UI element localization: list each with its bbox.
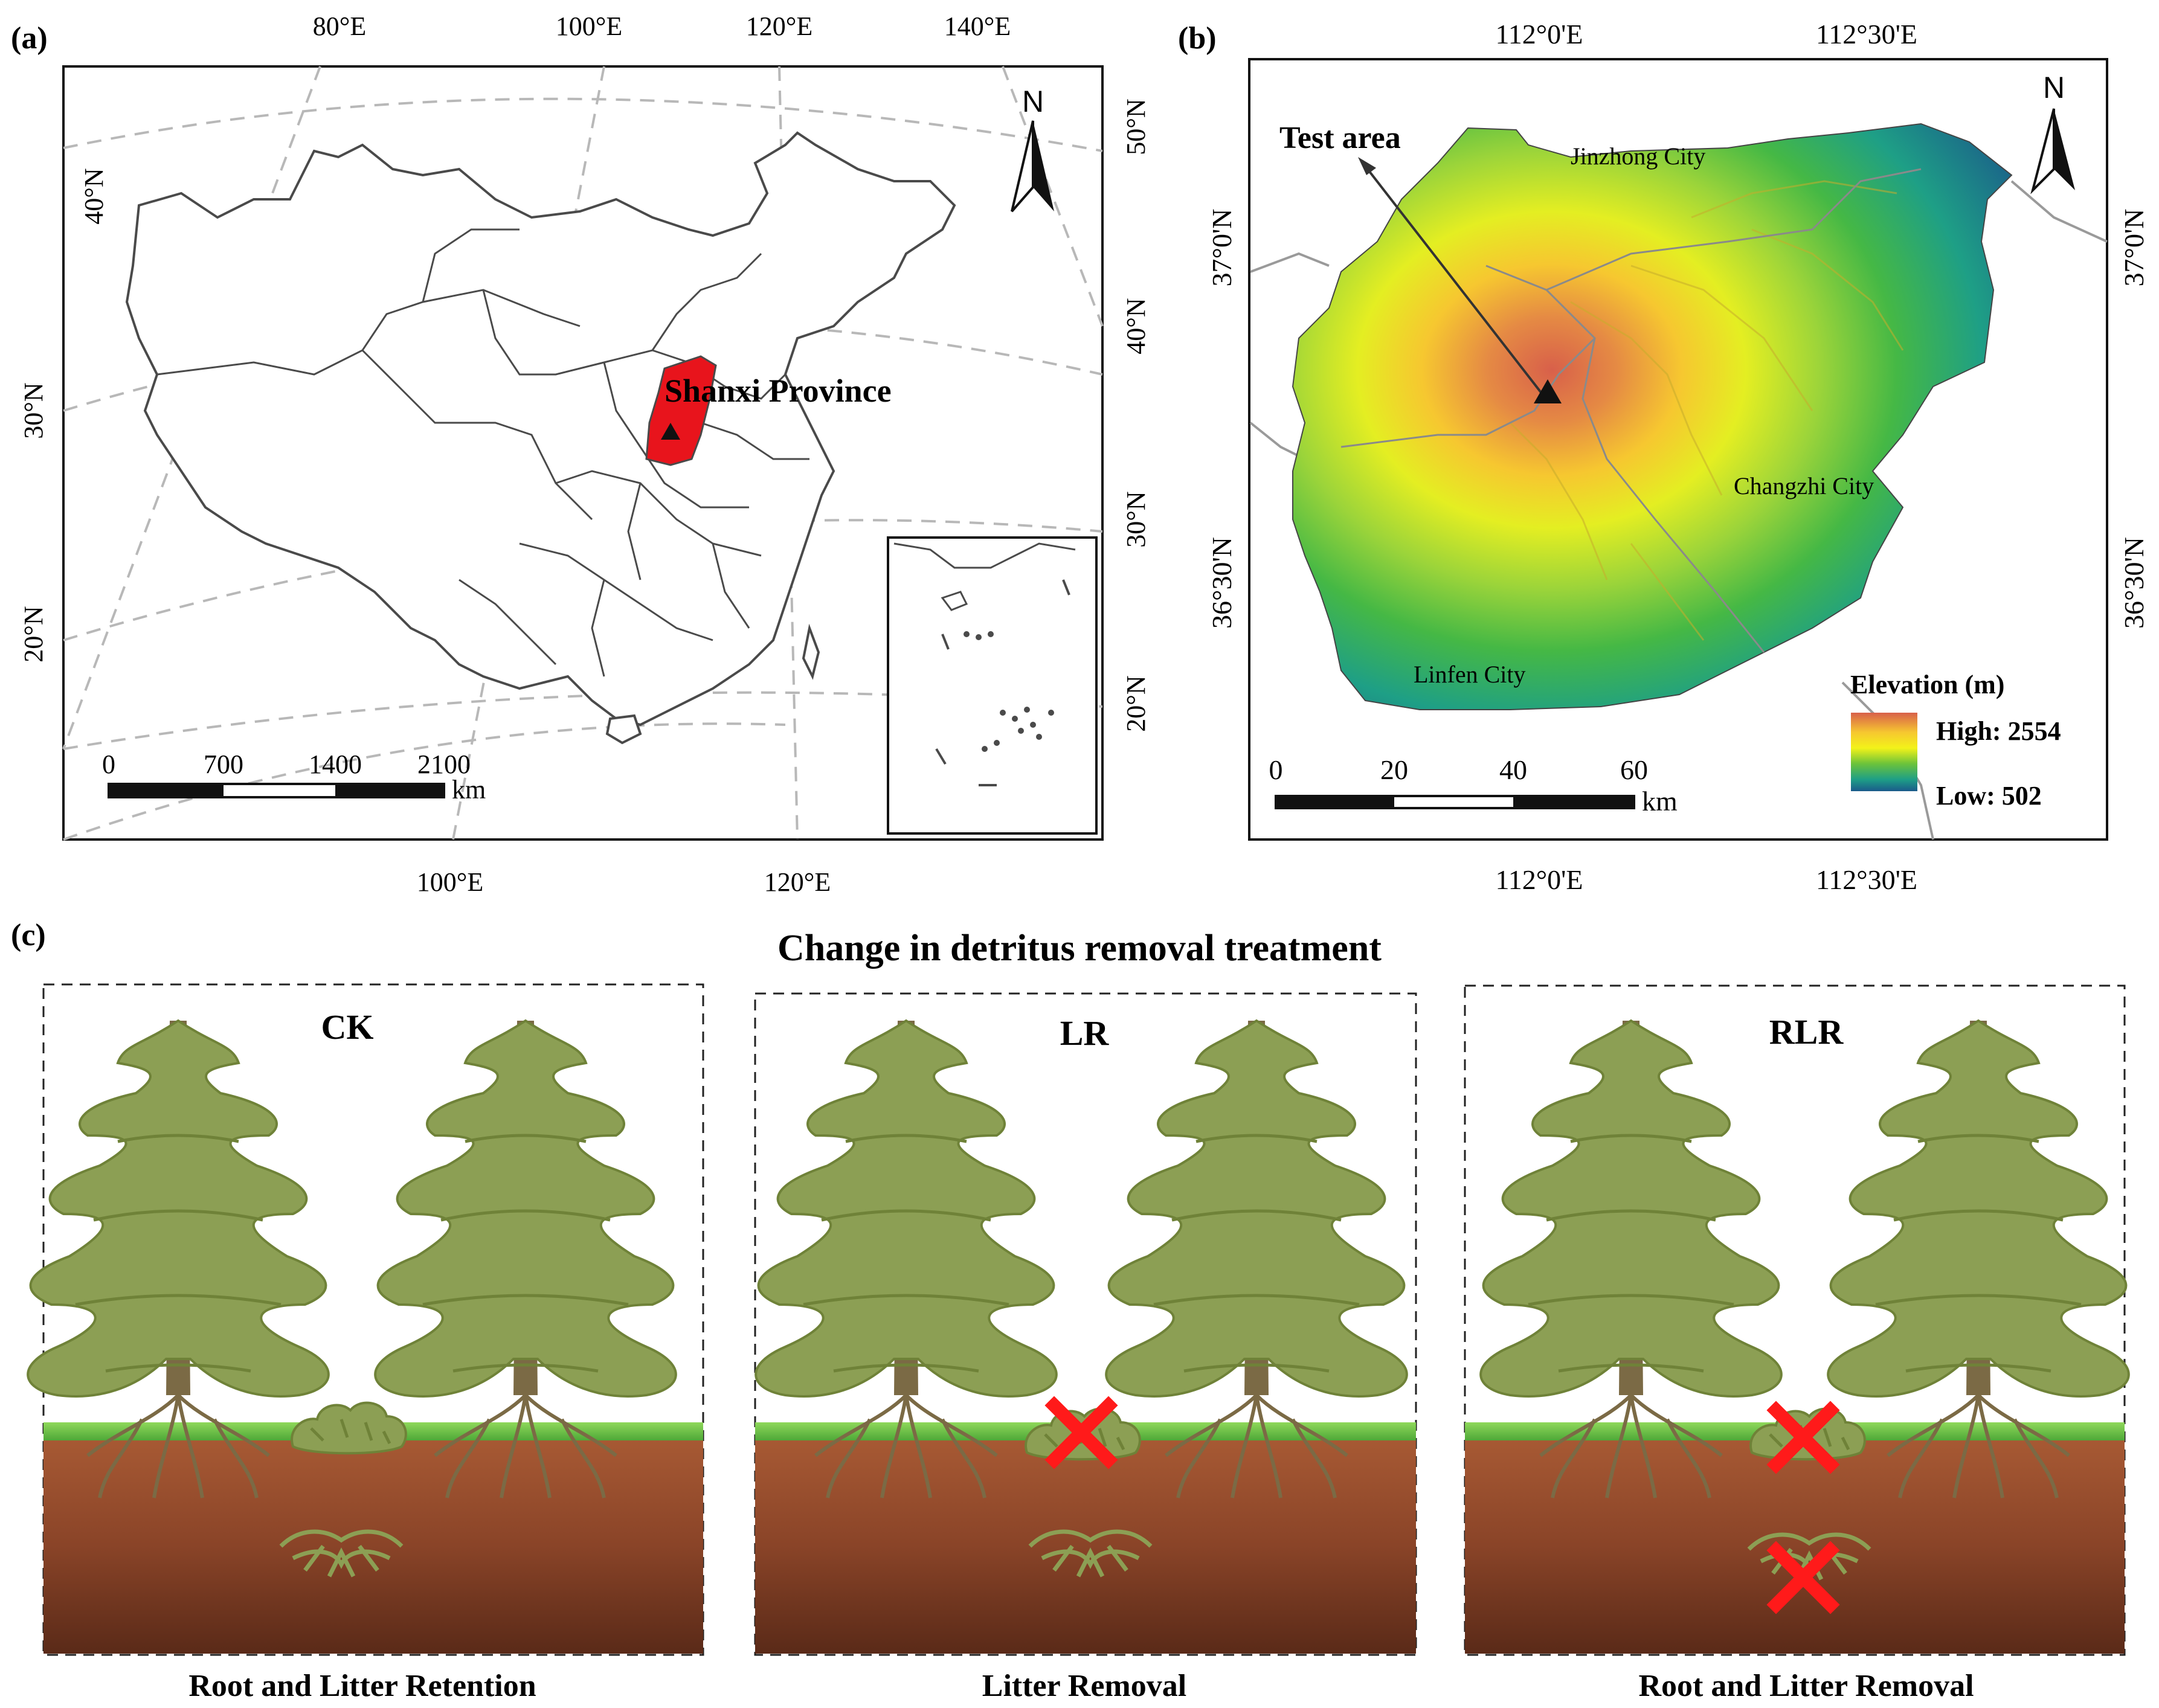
tick-a-right-50n: 50°N — [1121, 98, 1151, 155]
inset-south-china-sea — [887, 536, 1098, 835]
china-outline — [125, 131, 956, 727]
litter-ck — [292, 1403, 406, 1454]
treatment-caption-lr: Litter Removal — [982, 1669, 1186, 1703]
test-site-marker-a — [661, 423, 680, 440]
panel-c-letter: (c) — [11, 918, 46, 952]
tick-b-bottom-11230e: 112°30'E — [1816, 864, 1917, 895]
shanxi-label: Shanxi Province — [664, 373, 892, 409]
north-label-a: N — [1022, 85, 1044, 118]
scale-a-tick-0: 0 — [102, 750, 115, 779]
scale-b-tick-20: 20 — [1380, 754, 1408, 785]
dem-texture — [1509, 180, 1904, 641]
scale-b-unit: km — [1642, 786, 1678, 817]
scale-a-tick-700: 700 — [204, 750, 243, 779]
plot-lr: LR Litter Removal — [755, 992, 1417, 1703]
tick-a-left-20n: 20°N — [19, 606, 48, 662]
tick-b-left-3630n: 36°30'N — [1206, 537, 1237, 629]
treatment-code-lr: LR — [1060, 1013, 1110, 1053]
legend-ramp — [1851, 713, 1917, 791]
panel-a: (a) 80°E 100°E 120°E 140°E — [11, 11, 1151, 897]
elevation-legend: Elevation (m) High: 2554 Low: 502 — [1850, 670, 2061, 811]
legend-title: Elevation (m) — [1850, 670, 2004, 699]
plot-rlr: RLR Root and Litter Removal — [1464, 984, 2129, 1703]
neighbor-borders — [1249, 180, 2108, 840]
scale-b-tick-0: 0 — [1269, 754, 1283, 785]
tick-a-top-80e: 80°E — [313, 11, 366, 41]
tick-b-right-3630n: 36°30'N — [2119, 537, 2149, 629]
legend-low: Low: 502 — [1936, 781, 2042, 811]
panel-b: (b) 112°0'E 112°30'E Test area Jinzhong … — [1178, 19, 2149, 895]
tick-a-left-40n: 40°N — [79, 168, 109, 224]
tick-a-top-140e: 140°E — [944, 11, 1011, 41]
panel-b-letter: (b) — [1178, 21, 1217, 56]
scale-bar-b: 0 20 40 60 km — [1269, 754, 1678, 817]
panel-c: (c) Change in detritus removal treatment… — [11, 918, 2129, 1703]
tick-a-top-120e: 120°E — [746, 11, 812, 41]
tick-a-right-20n: 20°N — [1121, 675, 1151, 731]
test-area-arrow — [1364, 165, 1545, 397]
hainan-outline — [605, 714, 642, 745]
scale-b-tick-60: 60 — [1620, 754, 1648, 785]
city-label-jinzhong: Jinzhong City — [1571, 143, 1705, 170]
treatment-code-rlr: RLR — [1769, 1012, 1844, 1051]
scale-a-unit: km — [452, 775, 486, 804]
north-label-b: N — [2043, 71, 2065, 104]
treatment-code-ck: CK — [321, 1007, 374, 1047]
test-area-arrowhead — [1358, 157, 1376, 175]
tick-a-bottom-100e: 100°E — [417, 867, 483, 897]
test-area-label: Test area — [1279, 121, 1401, 155]
treatment-caption-ck: Root and Litter Retention — [188, 1669, 536, 1703]
city-label-changzhi: Changzhi City — [1734, 472, 1874, 499]
panel-c-title: Change in detritus removal treatment — [777, 928, 1382, 969]
tick-a-top-100e: 100°E — [556, 11, 622, 41]
tick-b-bottom-112e: 112°0'E — [1495, 864, 1583, 895]
panel-a-letter: (a) — [11, 21, 48, 56]
treatment-caption-rlr: Root and Litter Removal — [1638, 1669, 1974, 1703]
plot-ck: CK Root and Litter Retention — [28, 983, 704, 1703]
province-borders — [156, 228, 809, 677]
legend-high: High: 2554 — [1936, 716, 2061, 746]
scale-a-tick-2100: 2100 — [417, 750, 471, 779]
tick-b-top-112e: 112°0'E — [1495, 19, 1583, 50]
taiwan-outline — [802, 623, 820, 680]
city-label-linfen: Linfen City — [1414, 661, 1526, 688]
tick-b-right-37n: 37°0'N — [2119, 209, 2149, 287]
test-site-marker-b — [1534, 379, 1562, 403]
scale-a-tick-1400: 1400 — [309, 750, 362, 779]
tick-b-left-37n: 37°0'N — [1206, 209, 1237, 287]
tick-a-right-30n: 30°N — [1121, 491, 1151, 547]
north-arrow-b: N — [2030, 71, 2075, 194]
scale-bar-a: 0 700 1400 2100 km — [102, 750, 486, 804]
scale-b-tick-40: 40 — [1499, 754, 1527, 785]
north-arrow-a: N — [1011, 85, 1054, 213]
county-lines — [1340, 168, 1922, 653]
tick-a-bottom-120e: 120°E — [764, 867, 831, 897]
tick-a-left-30n: 30°N — [19, 382, 48, 438]
tick-b-top-11230e: 112°30'E — [1816, 19, 1917, 50]
tick-a-right-40n: 40°N — [1121, 298, 1151, 354]
